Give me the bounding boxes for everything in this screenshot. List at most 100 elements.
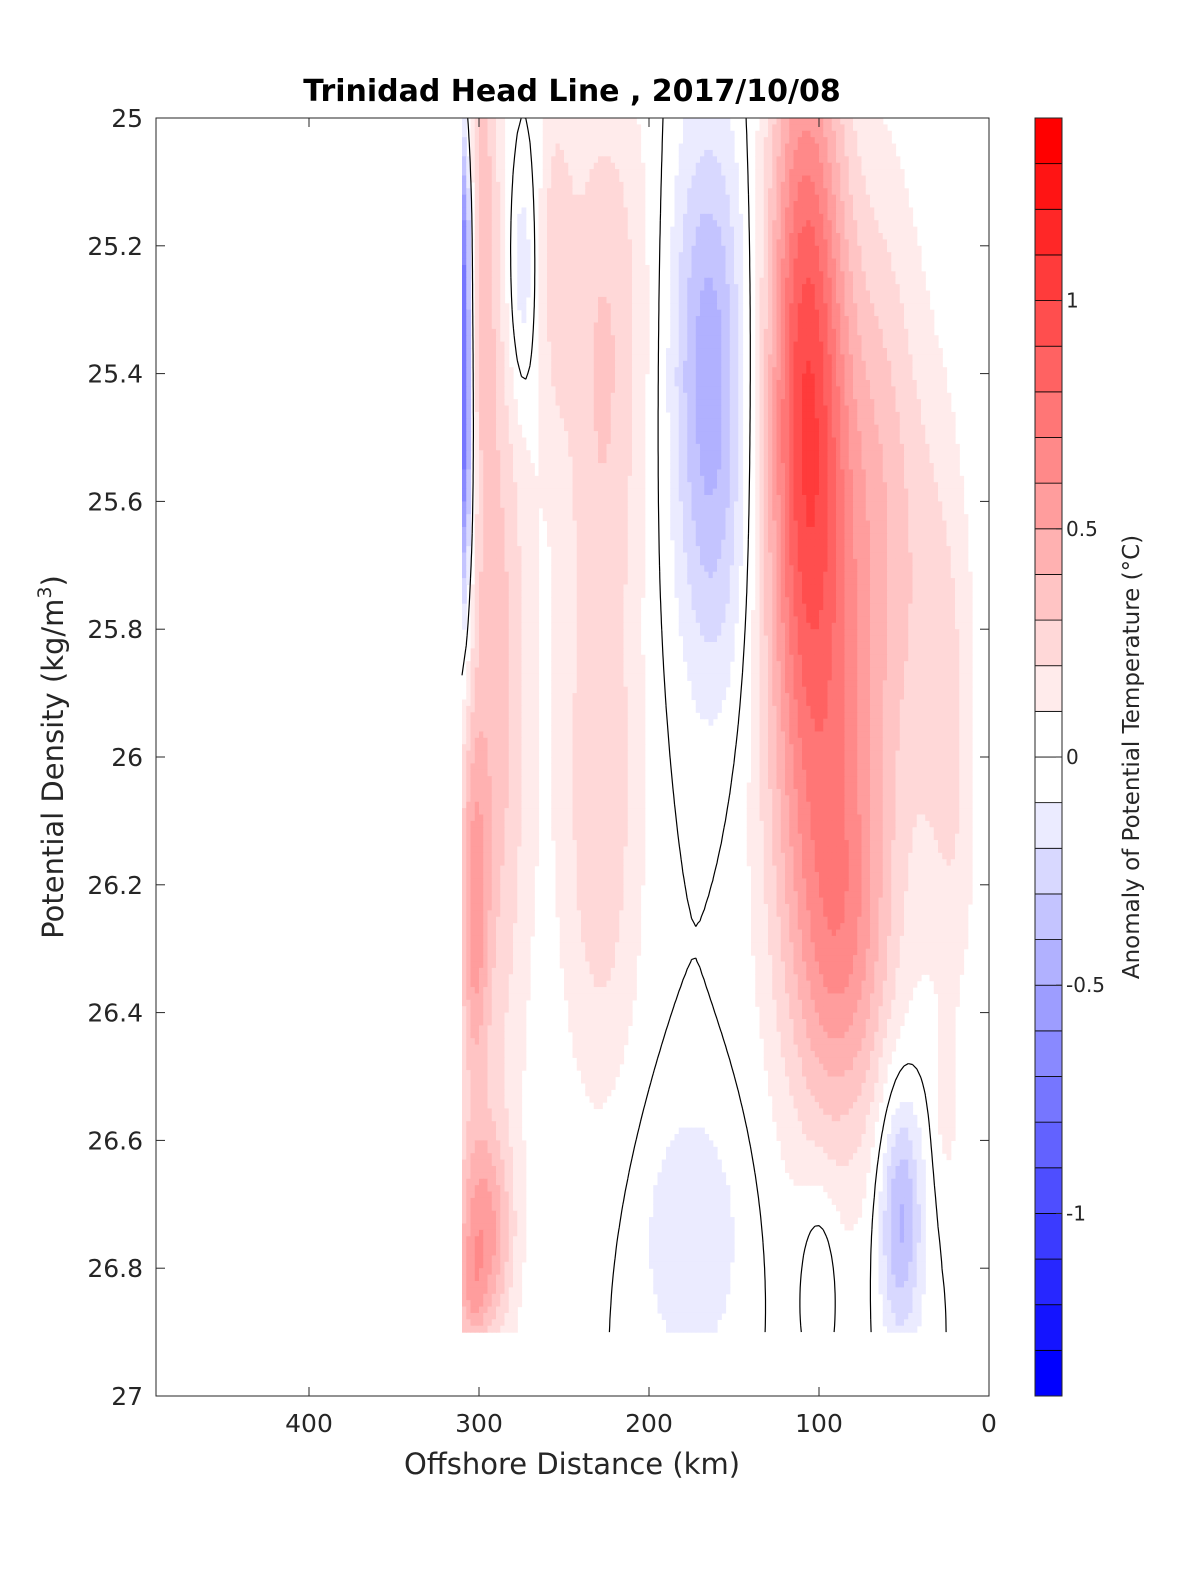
anomaly-cell (615, 226, 620, 234)
anomaly-cell (487, 188, 493, 196)
anomaly-cell (802, 264, 807, 272)
anomaly-cell (870, 233, 875, 241)
anomaly-cell (606, 137, 612, 145)
anomaly-cell (768, 328, 773, 336)
anomaly-cell (789, 162, 795, 170)
anomaly-cell (606, 226, 612, 234)
anomaly-cell (904, 207, 909, 215)
anomaly-cell (521, 316, 527, 324)
anomaly-cell (789, 373, 795, 381)
anomaly-cell (593, 213, 599, 221)
anomaly-cell (721, 162, 727, 170)
anomaly-cell (542, 443, 548, 451)
anomaly-cell (725, 373, 731, 381)
anomaly-cell (627, 360, 633, 368)
anomaly-cell (700, 290, 705, 298)
anomaly-cell (865, 264, 871, 272)
anomaly-cell (670, 431, 676, 439)
anomaly-cell (555, 156, 561, 164)
anomaly-cell (576, 201, 582, 209)
anomaly-cell (865, 169, 871, 177)
anomaly-cell (479, 226, 484, 234)
anomaly-cell (810, 290, 816, 298)
anomaly-cell (840, 143, 846, 151)
anomaly-cell (729, 379, 735, 387)
anomaly-cell (670, 290, 676, 298)
anomaly-cell (887, 233, 892, 241)
anomaly-cell (916, 328, 922, 336)
anomaly-cell (797, 341, 803, 349)
anomaly-cell (755, 399, 761, 407)
anomaly-cell (912, 271, 918, 279)
anomaly-cell (729, 405, 735, 413)
anomaly-cell (610, 118, 616, 125)
anomaly-cell (572, 137, 578, 145)
anomaly-cell (683, 296, 688, 304)
anomaly-cell (691, 137, 697, 145)
anomaly-cell (819, 156, 824, 164)
anomaly-cell (844, 354, 850, 362)
anomaly-cell (687, 303, 693, 311)
anomaly-cell (551, 264, 557, 272)
anomaly-cell (683, 341, 688, 349)
anomaly-cell (704, 450, 710, 458)
anomaly-cell (768, 194, 773, 202)
anomaly-cell (772, 124, 778, 132)
anomaly-cell (487, 348, 493, 356)
anomaly-cell (491, 360, 497, 368)
anomaly-cell (904, 194, 909, 202)
anomaly-cell (912, 443, 918, 451)
anomaly-cell (785, 322, 790, 330)
anomaly-cell (712, 450, 718, 458)
anomaly-cell (870, 309, 875, 317)
anomaly-cell (708, 431, 714, 439)
anomaly-cell (878, 424, 884, 432)
anomaly-cell (559, 424, 565, 432)
anomaly-cell (483, 405, 489, 413)
anomaly-cell (853, 360, 858, 368)
anomaly-cell (508, 443, 514, 451)
anomaly-cell (840, 431, 846, 439)
anomaly-cell (895, 277, 901, 285)
anomaly-cell (466, 194, 472, 202)
anomaly-cell (908, 328, 914, 336)
anomaly-cell (474, 399, 480, 407)
anomaly-cell (568, 169, 574, 177)
anomaly-cell (712, 162, 718, 170)
anomaly-cell (564, 220, 569, 228)
anomaly-cell (836, 239, 841, 247)
anomaly-cell (632, 309, 637, 317)
anomaly-cell (810, 418, 816, 426)
anomaly-cell (870, 271, 875, 279)
anomaly-cell (772, 264, 778, 272)
anomaly-cell (572, 181, 578, 189)
anomaly-cell (640, 411, 646, 419)
anomaly-cell (793, 130, 799, 138)
anomaly-cell (823, 335, 829, 343)
anomaly-cell (483, 130, 489, 138)
anomaly-cell (763, 169, 769, 177)
anomaly-cell (687, 379, 693, 387)
anomaly-cell (717, 194, 722, 202)
anomaly-cell (891, 443, 897, 451)
anomaly-cell (768, 181, 773, 189)
anomaly-cell (878, 271, 884, 279)
anomaly-cell (712, 418, 718, 426)
anomaly-cell (564, 213, 569, 221)
anomaly-cell (564, 264, 569, 272)
anomaly-cell (844, 399, 850, 407)
anomaly-cell (861, 137, 867, 145)
anomaly-cell (559, 169, 565, 177)
anomaly-cell (687, 322, 693, 330)
anomaly-cell (789, 175, 795, 183)
anomaly-cell (602, 226, 608, 234)
anomaly-cell (466, 220, 472, 228)
anomaly-cell (797, 233, 803, 241)
anomaly-cell (636, 335, 642, 343)
anomaly-cell (810, 431, 816, 439)
anomaly-cell (895, 239, 901, 247)
anomaly-cell (887, 303, 892, 311)
anomaly-cell (504, 316, 510, 324)
anomaly-cell (780, 348, 786, 356)
anomaly-cell (763, 450, 769, 458)
